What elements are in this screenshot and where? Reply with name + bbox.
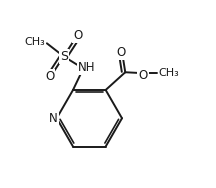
Text: N: N — [49, 112, 58, 125]
Text: O: O — [116, 46, 125, 59]
Text: CH₃: CH₃ — [159, 68, 179, 78]
Text: O: O — [45, 70, 54, 83]
Text: S: S — [60, 50, 68, 63]
Text: O: O — [73, 29, 82, 42]
Text: CH₃: CH₃ — [25, 37, 45, 47]
Text: NH: NH — [78, 61, 95, 74]
Text: O: O — [138, 69, 148, 82]
